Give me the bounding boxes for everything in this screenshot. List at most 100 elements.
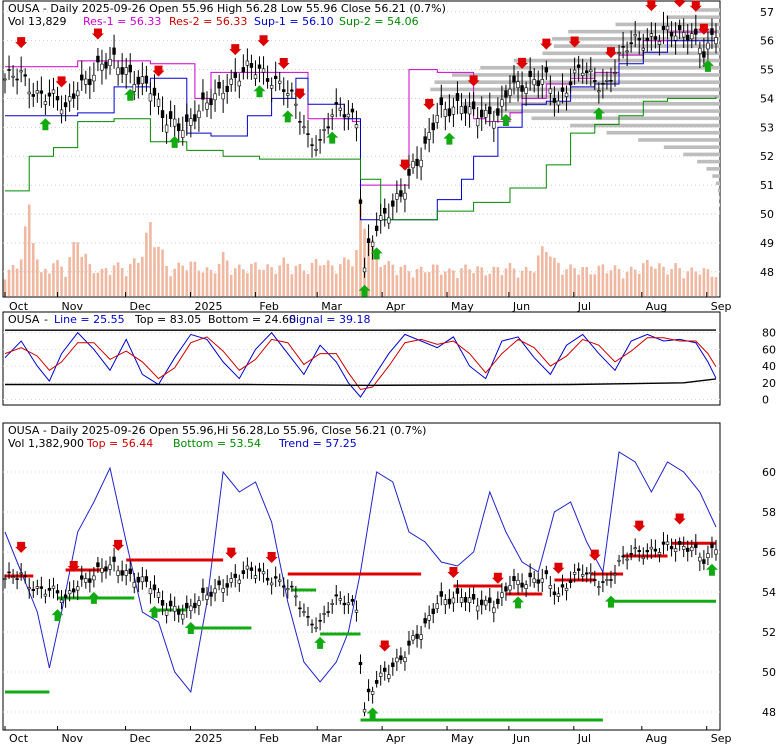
price-candle-body <box>307 134 310 135</box>
trend-candle-body <box>541 579 544 582</box>
trend-candle-body <box>545 571 548 574</box>
trend-tick-label: 52 <box>762 626 776 639</box>
trend-candle-body <box>44 594 47 596</box>
price-candle-body <box>610 80 613 81</box>
volume-bar <box>396 275 399 296</box>
trend-candle-body <box>359 662 362 664</box>
volume-bar <box>52 263 55 296</box>
price-candle-body <box>97 56 100 62</box>
price-candle-body <box>92 75 95 81</box>
price-candle-body <box>399 191 402 197</box>
price-tick-label: 49 <box>760 237 774 250</box>
price-candle-body <box>72 94 75 99</box>
volume-bar <box>480 267 483 296</box>
volume-bar <box>101 269 104 296</box>
price-candle-body <box>218 82 221 88</box>
price-candle-body <box>484 110 487 117</box>
volume-bar <box>351 266 354 296</box>
trend-candle-body <box>460 598 463 603</box>
price-candle-body <box>557 101 560 105</box>
trend-candle-body <box>210 592 213 596</box>
price-candle-body <box>452 107 455 114</box>
price-candle-body <box>682 32 685 37</box>
price-candle-body <box>448 109 451 116</box>
trend-candle-body <box>64 595 67 598</box>
volume-bar <box>278 265 281 296</box>
volume-bar <box>658 263 661 296</box>
trend-candle-body <box>638 550 641 551</box>
price-candle-body <box>601 83 604 84</box>
trend-candle-body <box>634 548 637 549</box>
trend-candle-body <box>92 576 95 580</box>
trend-candle-body <box>537 580 540 584</box>
price-tick-label: 50 <box>760 208 774 221</box>
price-candle-body <box>88 79 91 85</box>
trend-candle-body <box>391 663 394 667</box>
price-candle-body <box>250 63 253 67</box>
trend-candle-body <box>315 627 318 628</box>
volume-bar <box>400 267 403 296</box>
volume-bar <box>565 269 568 296</box>
trend-x-tick-label: Dec <box>130 732 151 745</box>
trend-candle-body <box>533 579 536 583</box>
trend-candle-body <box>355 610 358 612</box>
trend-candle-body <box>262 572 265 574</box>
price-candle-body <box>387 218 390 223</box>
volume-bar <box>133 258 136 296</box>
res1-label: Res-1 = 56.33 <box>83 15 161 28</box>
trend-candle-body <box>101 568 104 572</box>
price-candle-body <box>549 89 552 93</box>
volume-bar <box>347 260 350 296</box>
price-candle-body <box>48 93 51 96</box>
price-candle-body <box>363 268 366 272</box>
trend-candle-body <box>387 675 390 679</box>
price-candle-body <box>702 52 705 58</box>
trend-candle-body <box>20 573 23 574</box>
price-candle-body <box>222 93 225 99</box>
volume-bar <box>331 265 334 296</box>
price-candle-body <box>8 69 11 70</box>
volume-bar <box>521 271 524 296</box>
volume-bar <box>230 275 233 296</box>
price-candle-body <box>517 82 520 88</box>
trend-candle-body <box>303 612 306 613</box>
volume-bar <box>97 273 100 296</box>
price-candle-body <box>262 69 265 72</box>
trend-tick-label: 56 <box>762 546 776 559</box>
trend-candle-body <box>347 603 350 605</box>
price-candle-body <box>650 34 653 37</box>
price-candle-body <box>125 68 128 75</box>
price-tick-label: 52 <box>760 150 774 163</box>
price-candle-body <box>80 75 83 80</box>
trend-candle-body <box>468 598 471 603</box>
volume-bar <box>444 272 447 296</box>
trend-candle-body <box>270 583 273 585</box>
price-candle-body <box>711 29 714 35</box>
volume-bar <box>68 257 71 296</box>
volume-bar <box>8 270 11 296</box>
volume-bar <box>513 269 516 296</box>
price-candle-body <box>577 65 580 68</box>
trend-candle-body <box>610 579 613 580</box>
price-candle-body <box>678 25 681 29</box>
price-candle-body <box>614 73 617 74</box>
trend-candle-body <box>606 580 609 581</box>
price-candle-body <box>185 115 188 122</box>
trend-candle-body <box>702 560 705 564</box>
volume-bar <box>44 269 47 296</box>
price-candle-body <box>569 82 572 85</box>
trend-candle-body <box>72 589 75 592</box>
volume-bar <box>387 261 390 296</box>
price-candle-body <box>198 111 201 118</box>
trend-x-tick-label: Sep <box>711 732 732 745</box>
volume-bar <box>258 270 261 296</box>
trend-candle-body <box>169 601 172 606</box>
volume-bar <box>117 262 120 296</box>
trend-candle-body <box>278 580 281 582</box>
volume-bar <box>80 257 83 296</box>
price-candle-body <box>44 101 47 104</box>
volume-profile-bar <box>664 145 720 149</box>
trend-candle-body <box>674 549 677 552</box>
price-candle-body <box>12 76 15 77</box>
